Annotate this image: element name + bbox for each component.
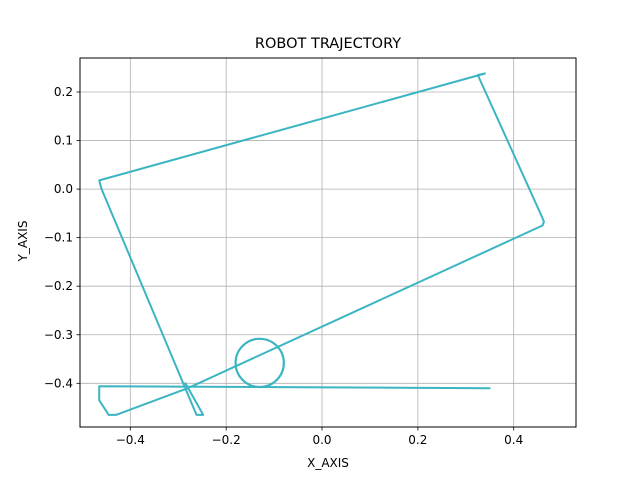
y-tick-label: −0.3 <box>44 328 73 342</box>
y-tick-label: −0.4 <box>44 376 73 390</box>
y-tick-label: 0.0 <box>54 182 73 196</box>
y-tick-label: 0.2 <box>54 85 73 99</box>
trajectory-line <box>98 72 545 416</box>
x-tick-label: −0.2 <box>212 433 241 447</box>
y-tick-label: −0.2 <box>44 279 73 293</box>
trajectory-loop <box>234 337 285 389</box>
y-axis-ticks: 0.2 0.1 0.0 −0.1 −0.2 −0.3 −0.4 <box>44 85 80 390</box>
y-tick-label: 0.1 <box>54 134 73 148</box>
x-tick-label: 0.0 <box>312 433 331 447</box>
x-tick-label: 0.4 <box>504 433 523 447</box>
chart-title: ROBOT TRAJECTORY <box>255 36 401 52</box>
y-axis-label: Y_AXIS <box>16 221 30 263</box>
y-tick-label: −0.1 <box>44 231 73 245</box>
series-layer <box>98 72 545 416</box>
x-tick-label: −0.4 <box>116 433 145 447</box>
x-axis-label: X_AXIS <box>307 456 349 470</box>
x-tick-label: 0.2 <box>408 433 427 447</box>
x-axis-ticks: −0.4 −0.2 0.0 0.2 0.4 <box>116 427 523 447</box>
plot-frame <box>79 57 577 428</box>
